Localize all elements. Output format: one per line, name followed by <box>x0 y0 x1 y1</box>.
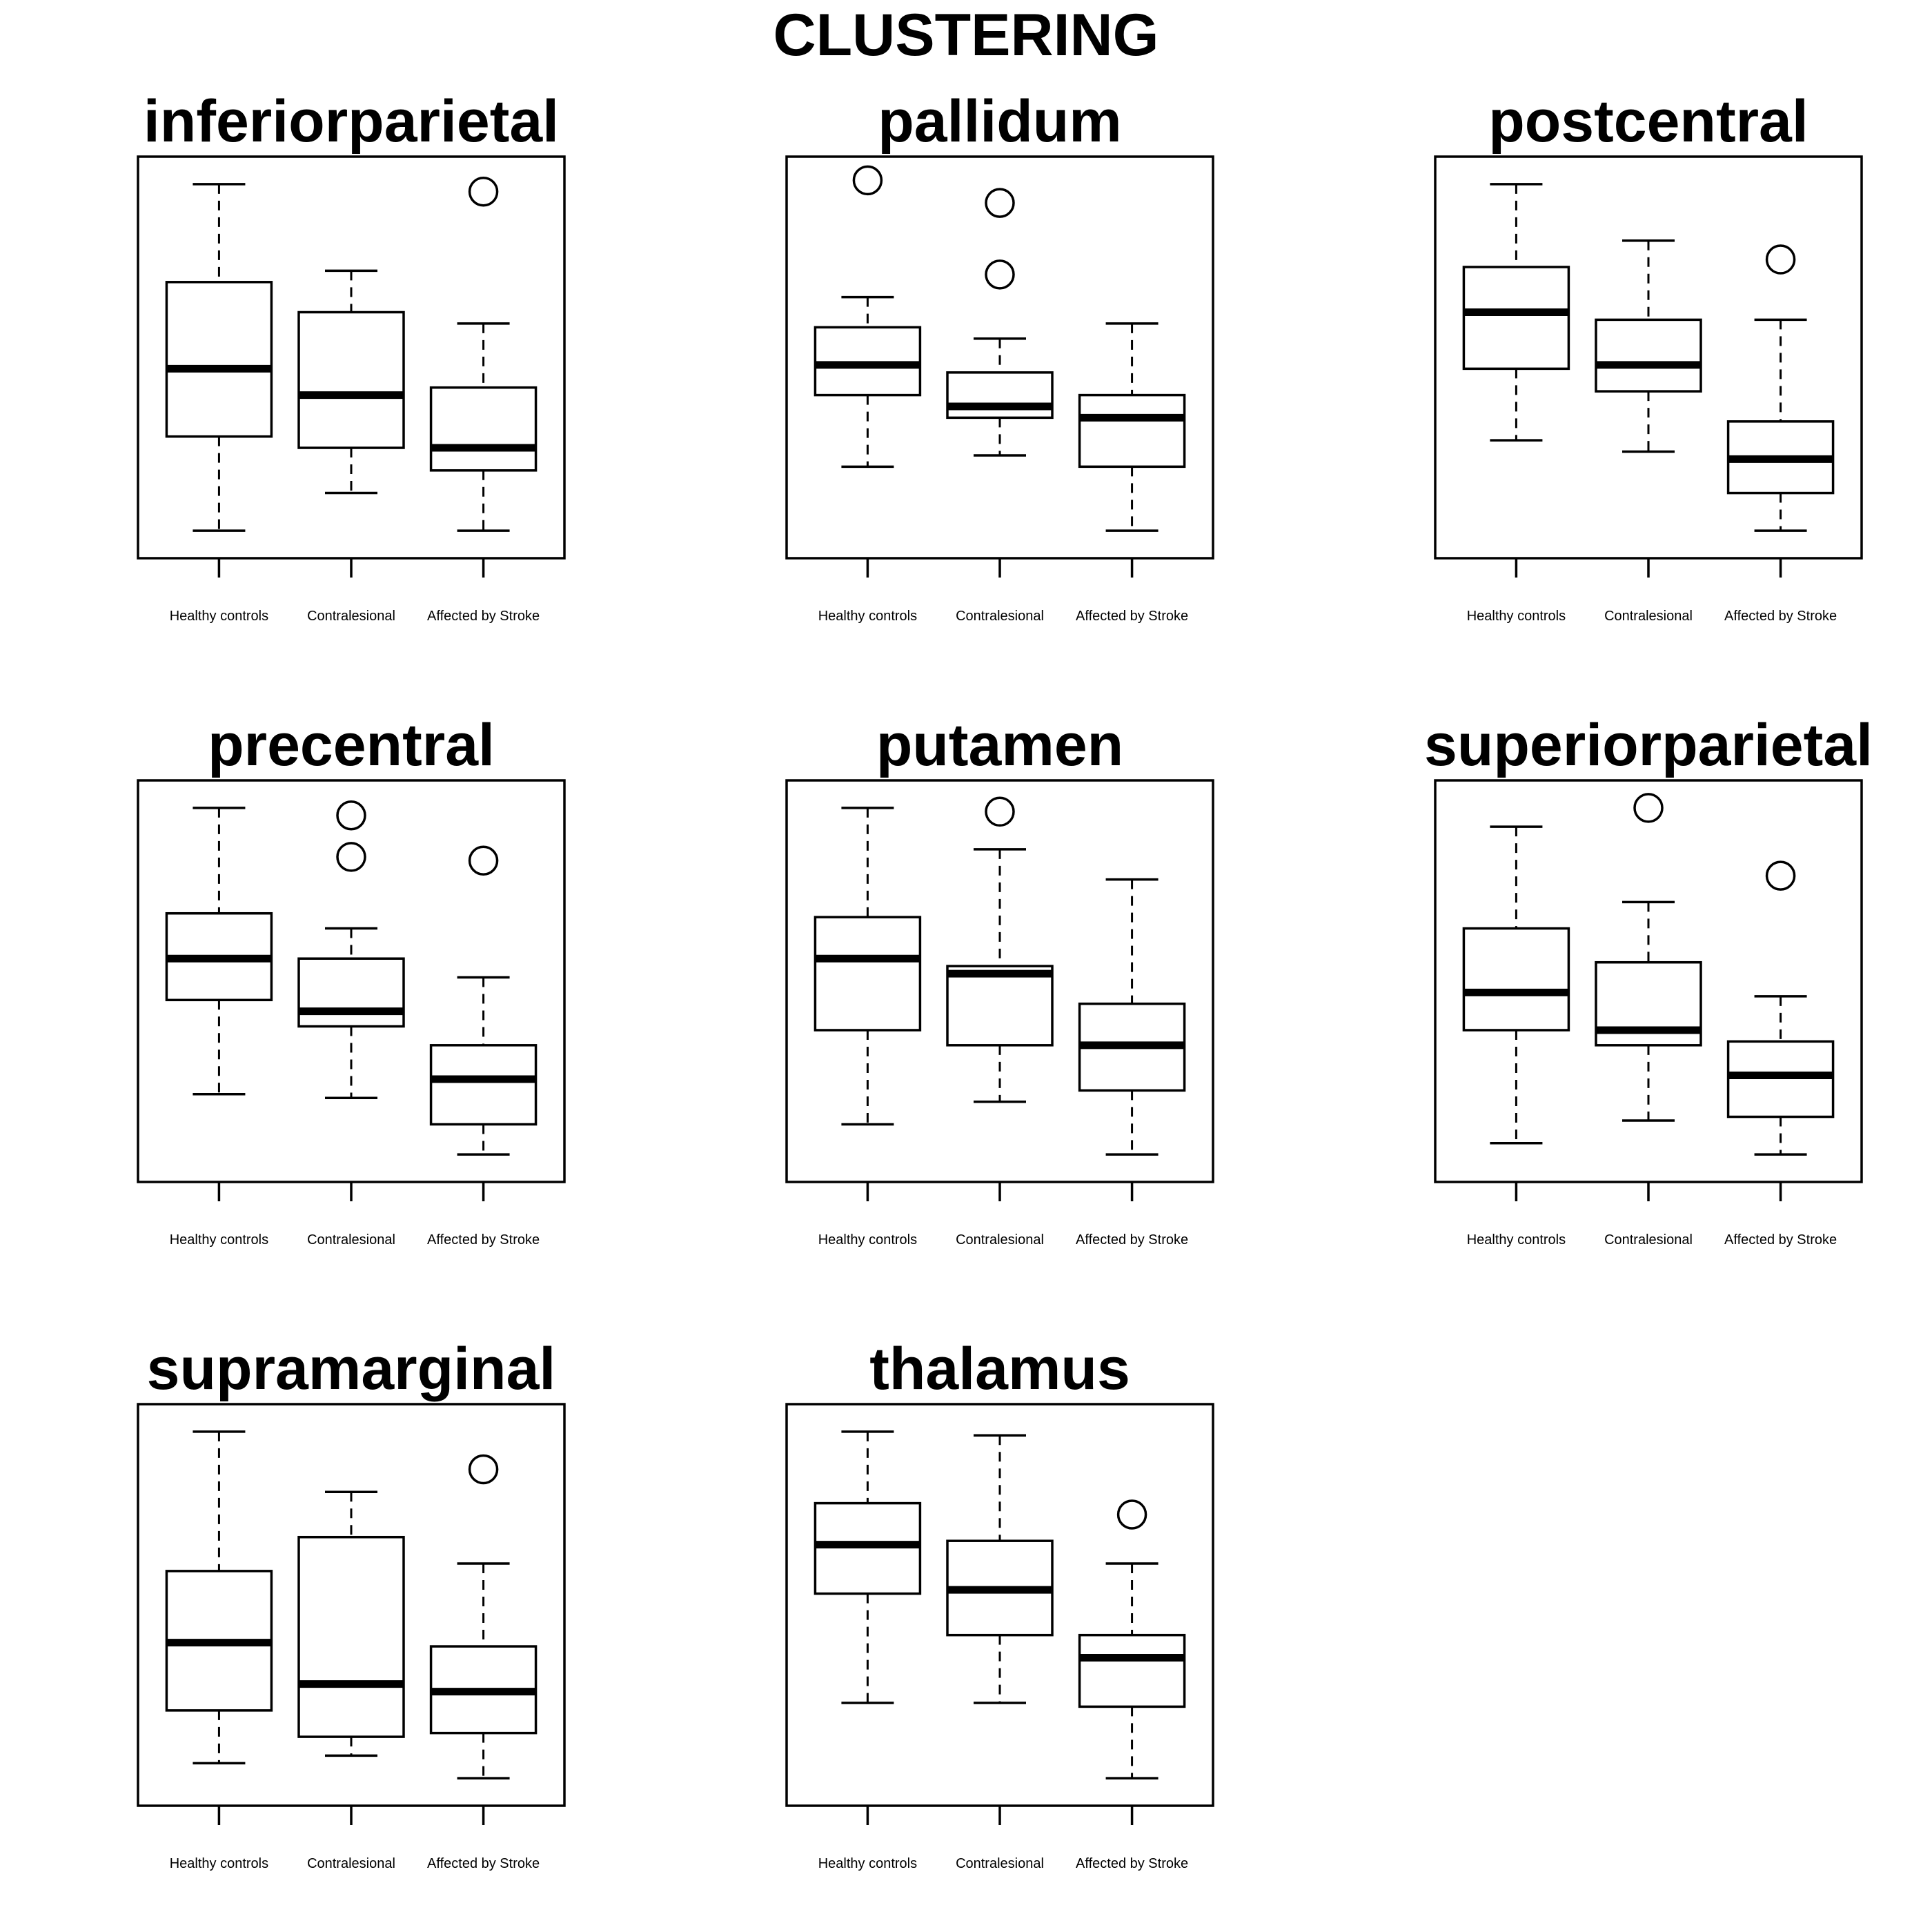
panel-superiorparietal: superiorparietal Healthy controls Contrale… <box>1424 712 1873 1248</box>
panel-precentral: precentral Healthy controls Contralesional… <box>137 712 566 1248</box>
x-tick-label: Affected by Stroke <box>1724 609 1837 624</box>
box-iqr <box>946 965 1054 1047</box>
outlier-point <box>336 800 366 831</box>
x-tick-label: Affected by Stroke <box>1724 1232 1837 1248</box>
panel-pallidum: pallidum Healthy controls Contralesional Af… <box>785 88 1214 624</box>
panel-title: inferiorparietal <box>144 88 559 155</box>
box-iqr <box>1078 1633 1186 1708</box>
outlier-point <box>852 165 883 196</box>
figure-title: CLUSTERING <box>773 2 1159 68</box>
outlier-point <box>1116 1499 1147 1530</box>
x-tick-label: Contralesional <box>956 1232 1044 1248</box>
panel-title: supramarginal <box>147 1336 556 1402</box>
box-iqr <box>1462 927 1570 1032</box>
panel-supramarginal: supramarginal Healthy controls Contralesio… <box>137 1336 566 1871</box>
box-iqr <box>297 310 405 449</box>
x-tick-label: Contralesional <box>307 1856 395 1871</box>
x-tick-label: Affected by Stroke <box>1076 609 1188 624</box>
panels-grid: inferiorparietal Healthy controls Contrale… <box>137 88 1873 1871</box>
outlier-point <box>336 842 366 872</box>
x-tick-label: Affected by Stroke <box>427 1856 540 1871</box>
x-tick-label: Healthy controls <box>818 609 917 624</box>
box-iqr <box>1595 318 1702 393</box>
x-tick-label: Contralesional <box>307 1232 395 1248</box>
box-iqr <box>1078 393 1186 469</box>
box-iqr <box>1462 266 1570 371</box>
panel-title: pallidum <box>878 88 1122 155</box>
panel-title: putamen <box>876 712 1123 778</box>
x-tick-label: Affected by Stroke <box>427 609 540 624</box>
outlier-point <box>985 259 1015 290</box>
x-tick-label: Affected by Stroke <box>1076 1232 1188 1248</box>
x-tick-label: Healthy controls <box>818 1232 917 1248</box>
box-iqr <box>297 957 405 1028</box>
x-tick-label: Healthy controls <box>1467 1232 1566 1248</box>
outlier-point <box>985 796 1015 827</box>
box-iqr <box>429 1044 538 1126</box>
panel-title: precentral <box>208 712 495 778</box>
box-iqr <box>429 386 538 472</box>
outlier-point <box>468 1454 499 1485</box>
x-tick-label: Contralesional <box>956 1856 1044 1871</box>
outlier-point <box>1765 860 1796 891</box>
box-iqr <box>946 371 1054 420</box>
x-tick-label: Affected by Stroke <box>427 1232 540 1248</box>
panel-title: thalamus <box>869 1336 1130 1402</box>
x-tick-label: Healthy controls <box>170 609 268 624</box>
x-tick-label: Contralesional <box>307 609 395 624</box>
x-tick-label: Contralesional <box>1604 1232 1693 1248</box>
box-iqr <box>814 916 922 1032</box>
outlier-point <box>468 845 499 876</box>
outlier-point <box>1765 244 1796 275</box>
outlier-point <box>1633 793 1664 823</box>
x-tick-label: Healthy controls <box>170 1856 268 1871</box>
x-tick-label: Healthy controls <box>818 1856 917 1871</box>
x-tick-label: Affected by Stroke <box>1076 1856 1188 1871</box>
x-tick-label: Contralesional <box>1604 609 1693 624</box>
panel-postcentral: postcentral Healthy controls Contralesiona… <box>1434 88 1863 624</box>
panel-thalamus: thalamus Healthy controls Contralesional Af… <box>785 1336 1214 1871</box>
outlier-point <box>468 177 499 207</box>
outlier-point <box>985 188 1015 218</box>
box-iqr <box>297 1535 405 1738</box>
panel-inferiorparietal: inferiorparietal Healthy controls Contrale… <box>137 88 566 624</box>
panel-putamen: putamen Healthy controls Contralesional Aff… <box>785 712 1214 1248</box>
box-iqr <box>165 281 273 438</box>
panel-title: superiorparietal <box>1424 712 1873 778</box>
x-tick-label: Healthy controls <box>1467 609 1566 624</box>
x-tick-label: Healthy controls <box>170 1232 268 1248</box>
x-tick-label: Contralesional <box>956 609 1044 624</box>
panel-title: postcentral <box>1488 88 1808 155</box>
